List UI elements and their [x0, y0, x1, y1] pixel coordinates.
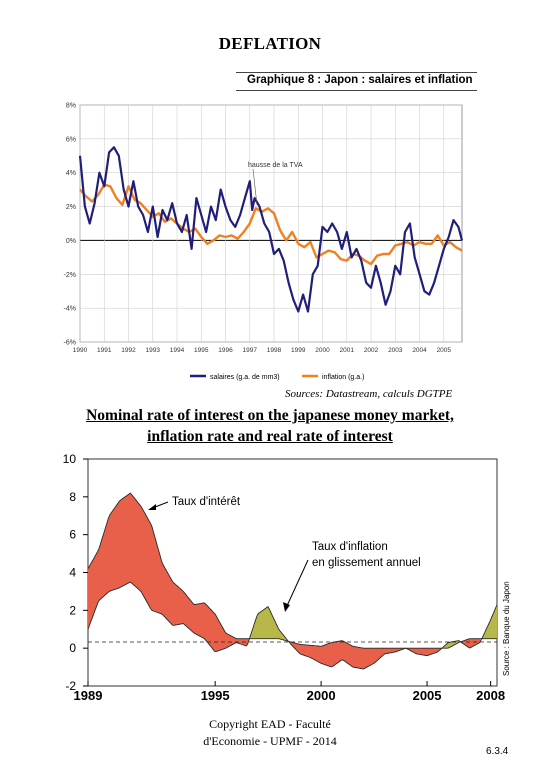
interest-arrow-head [148, 504, 156, 510]
real-rate-positive-area [88, 493, 249, 652]
chart1-y-tick-label: 4% [66, 170, 76, 177]
figure2-source: Source : Banque du Japon [502, 581, 511, 676]
figure1-title: Graphique 8 : Japon : salaires et inflat… [247, 74, 473, 86]
chart1-y-tick-label: -2% [64, 272, 76, 279]
chart1-y-tick-label: 8% [66, 103, 76, 110]
chart1-x-tick-label: 2000 [315, 347, 330, 354]
vat-annotation: hausse de la TVA [248, 162, 303, 169]
page-title: DEFLATION [218, 34, 322, 53]
legend-label-salaires: salaires (g.a. de mm3) [210, 374, 280, 381]
chart1-x-tick-label: 1991 [97, 347, 112, 354]
inflation-above-rate-area [482, 604, 497, 639]
chart2-x-tick-label: 1989 [74, 688, 103, 703]
chart1-x-tick-label: 1997 [243, 347, 258, 354]
chart2-y-tick-label: 6 [69, 528, 76, 542]
chart2-x-tick-label: 1995 [201, 688, 230, 703]
chart1-x-tick-label: 1998 [267, 347, 282, 354]
chart1-x-tick-label: 2002 [364, 347, 379, 354]
page-number: 6.3.4 [486, 746, 509, 757]
inflation-above-rate-area [250, 606, 287, 641]
chart1-x-tick-label: 1995 [194, 347, 209, 354]
inflation-line [87, 581, 498, 670]
chart1-legend: salaires (g.a. de mm3) inflation (g.a.) [190, 374, 364, 381]
series-line-inflation [79, 183, 463, 266]
chart1-x-tick-label: 1996 [218, 347, 233, 354]
chart2-x-tick-label: 2000 [307, 688, 336, 703]
legend-label-inflation: inflation (g.a.) [322, 374, 364, 381]
inflation-annotation-line1: Taux d'inflation [312, 541, 388, 553]
interest-rate-line [87, 492, 497, 649]
chart2-y-tick-label: 2 [69, 603, 76, 617]
inflation-annotation-line2: en glissement annuel [312, 557, 421, 569]
vat-annotation-leader [252, 168, 258, 206]
chart1-plot-frame [79, 104, 463, 343]
figure2-heading-line2: inflation rate and real rate of interest [147, 428, 393, 445]
chart2-y-tick-label: 0 [69, 641, 76, 655]
chart1-y-tick-label: -6% [64, 340, 76, 347]
chart2-y-tick-label: 8 [69, 490, 76, 504]
wages-inflation-chart: 8% 6% 4% 2% 0% -2% -4% -6%1990 1991 1992 1993 1994 1… [64, 103, 464, 381]
chart1-x-tick-label: 2005 [437, 347, 452, 354]
figure1-source: Sources: Datastream, calculs DGTPE [285, 388, 453, 400]
chart2-y-tick-label: 10 [63, 452, 77, 466]
footer-line2: d'Economie - UPMF - 2014 [203, 734, 337, 748]
chart1-x-tick-label: 1999 [291, 347, 306, 354]
chart1-x-tick-label: 1994 [170, 347, 185, 354]
chart1-x-tick-label: 1993 [146, 347, 161, 354]
chart1-y-tick-label: 2% [66, 204, 76, 211]
figure2-heading-line1: Nominal rate of interest on the japanese… [86, 407, 454, 424]
chart1-x-tick-label: 2001 [340, 347, 355, 354]
chart2-y-tick-label: 4 [69, 566, 76, 580]
inflation-above-rate-area [442, 640, 461, 649]
chart1-y-tick-label: 0% [66, 238, 76, 245]
inflation-arrow [285, 559, 309, 609]
chart2-y-tick-label: -2 [65, 679, 76, 693]
chart2-x-tick-label: 2005 [413, 688, 442, 703]
interest-annotation: Taux d'intérêt [172, 496, 241, 508]
chart2-x-tick-label: 2008 [476, 688, 505, 703]
figure1-top-rule [236, 72, 477, 73]
series-line-salaires [78, 146, 464, 313]
chart1-x-tick-label: 1990 [73, 347, 88, 354]
chart1-y-tick-label: -4% [64, 306, 76, 313]
chart1-x-tick-label: 2003 [388, 347, 403, 354]
chart1-y-tick-label: 6% [66, 136, 76, 143]
figure1-bottom-rule [236, 90, 477, 91]
footer-line1: Copyright EAD - Faculté [209, 717, 331, 731]
chart1-x-tick-label: 1992 [121, 347, 136, 354]
inflation-arrow-head [283, 602, 290, 612]
footer: Copyright EAD - Faculté d'Economie - UPM… [0, 716, 540, 750]
chart1-x-tick-label: 2004 [412, 347, 427, 354]
real-rate-positive-area [288, 640, 442, 669]
